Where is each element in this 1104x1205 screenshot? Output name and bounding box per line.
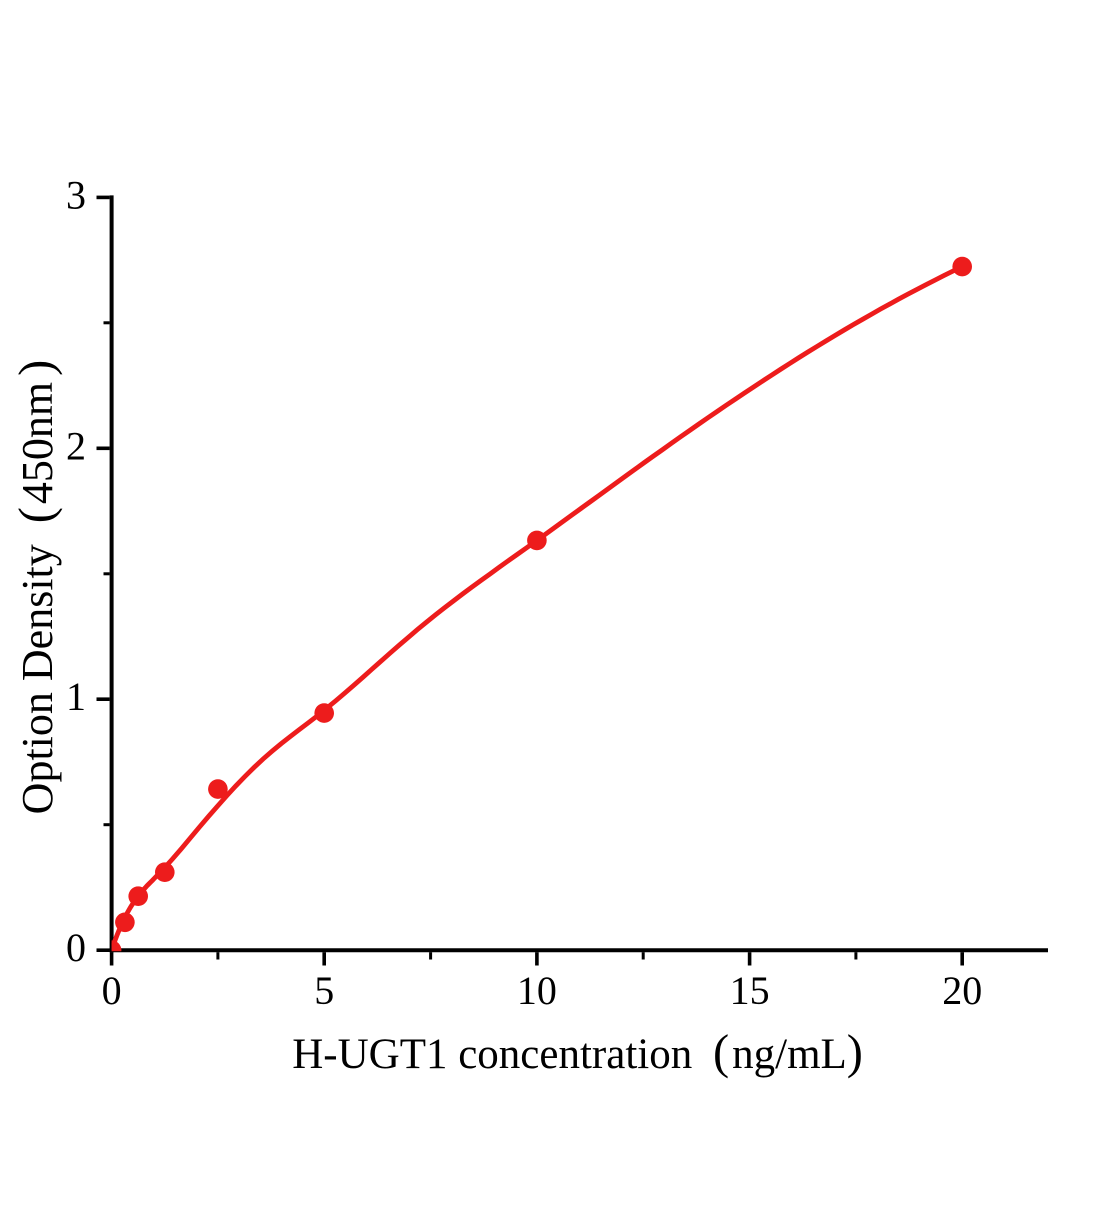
- svg-text:15: 15: [730, 968, 770, 1013]
- svg-text:10: 10: [517, 968, 557, 1013]
- svg-text:2: 2: [66, 423, 86, 468]
- svg-text:3: 3: [66, 172, 86, 217]
- svg-text:H-UGT1 concentration (ng/mL): H-UGT1 concentration (ng/mL): [292, 1026, 863, 1079]
- svg-text:5: 5: [314, 968, 334, 1013]
- svg-text:1: 1: [66, 674, 86, 719]
- svg-text:0: 0: [102, 968, 122, 1013]
- svg-text:0: 0: [66, 925, 86, 970]
- svg-text:20: 20: [942, 968, 982, 1013]
- svg-text:Option Density (450nm): Option Density (450nm): [10, 360, 63, 815]
